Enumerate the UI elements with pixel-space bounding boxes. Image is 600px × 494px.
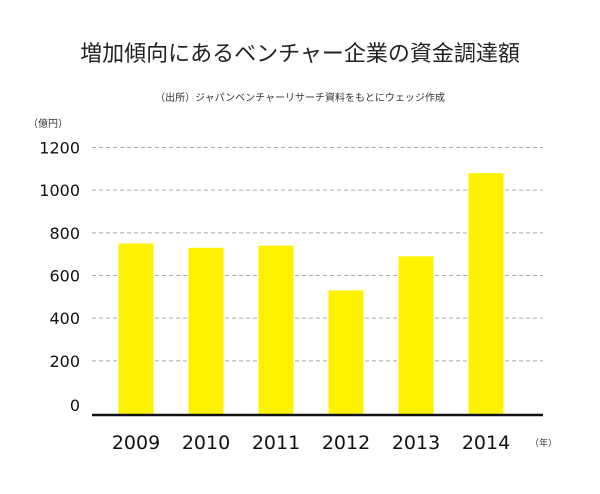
y-tick-label: 1000 bbox=[39, 181, 80, 200]
y-tick-label: 800 bbox=[49, 224, 80, 243]
y-tick-label: 400 bbox=[49, 309, 80, 328]
x-tick-label: 2014 bbox=[462, 432, 510, 454]
y-tick-label: 1200 bbox=[39, 139, 80, 158]
bar-2009 bbox=[118, 243, 154, 415]
x-tick-label: 2009 bbox=[112, 432, 160, 454]
x-tick-label: 2012 bbox=[322, 432, 370, 454]
x-axis-unit-label: （年） bbox=[530, 437, 557, 449]
bar-2014 bbox=[468, 173, 504, 415]
y-tick-label: 600 bbox=[49, 267, 80, 286]
x-tick-label: 2011 bbox=[252, 432, 300, 454]
bar-2013 bbox=[398, 256, 434, 415]
x-tick-label: 2010 bbox=[182, 432, 230, 454]
bar-2010 bbox=[188, 247, 224, 415]
y-axis-unit-label: （億円） bbox=[28, 117, 68, 130]
chart-title: 増加傾向にあるベンチャー企業の資金調達額 bbox=[80, 42, 520, 67]
y-tick-label: 0 bbox=[70, 396, 80, 415]
chart-source: （出所）ジャパンベンチャーリサーチ資料をもとにウェッジ作成 bbox=[155, 93, 445, 104]
y-tick-label: 200 bbox=[49, 352, 80, 371]
bar-2012 bbox=[328, 290, 364, 415]
bar-2011 bbox=[258, 245, 294, 415]
x-tick-label: 2013 bbox=[392, 432, 440, 454]
